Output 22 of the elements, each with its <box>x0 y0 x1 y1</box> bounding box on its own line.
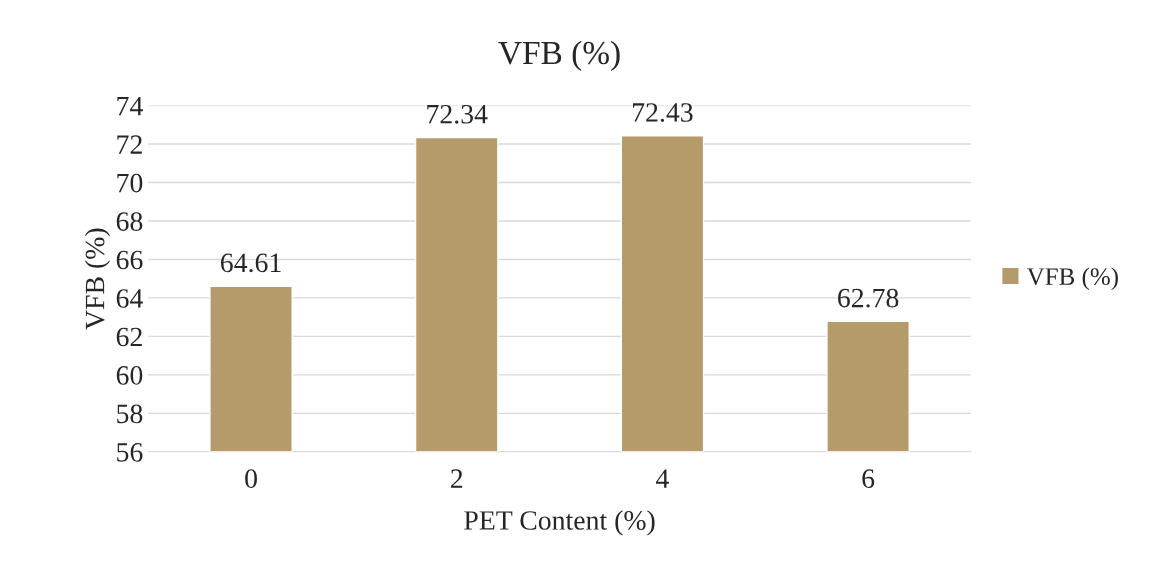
chart-title: VFB (%) <box>498 40 620 72</box>
x-axis-title: PET Content (%) <box>464 510 655 536</box>
data-label: 72.34 <box>427 104 488 124</box>
x-tick-label: 4 <box>656 469 669 488</box>
y-axis-title: VFB (%) <box>84 228 111 330</box>
y-tick-label: 68 <box>116 212 143 231</box>
y-tick-label: 58 <box>117 404 143 424</box>
legend-label: VFB (%) <box>1026 267 1118 291</box>
y-tick-label: 56 <box>117 443 143 462</box>
y-tick-label: 64 <box>116 289 143 308</box>
x-tick-label: 6 <box>862 469 875 489</box>
data-label: 62.78 <box>838 288 899 308</box>
x-tick-label: 0 <box>245 469 257 489</box>
y-tick-label: 72 <box>117 135 142 154</box>
y-tick-label: 62 <box>116 327 142 347</box>
data-label: 72.43 <box>633 103 693 122</box>
y-tick-label: 74 <box>117 96 143 116</box>
y-tick-label: 70 <box>117 173 143 193</box>
y-tick-label: 60 <box>116 366 143 385</box>
x-tick-label: 2 <box>451 469 463 488</box>
data-label: 64.61 <box>220 253 281 273</box>
y-tick-label: 66 <box>116 250 143 270</box>
